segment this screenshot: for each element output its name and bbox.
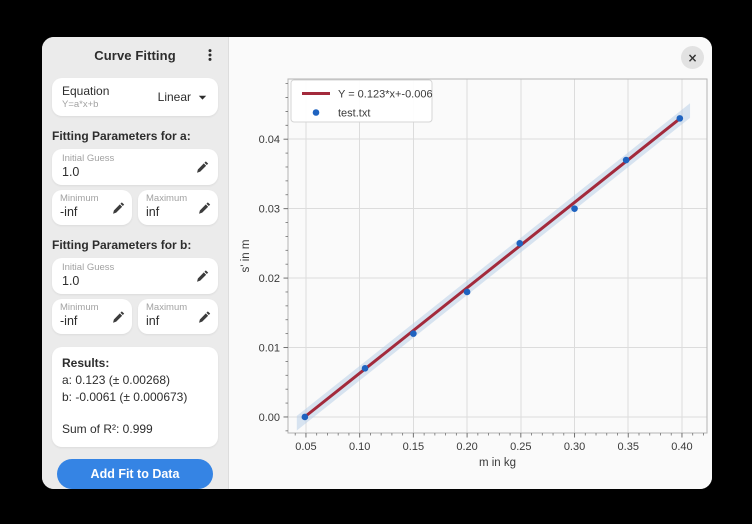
y-axis-label: s' in m — [240, 240, 252, 273]
vertical-ellipsis-icon — [203, 48, 217, 62]
data-point — [571, 205, 578, 212]
legend-marker-swatch — [312, 109, 320, 116]
plot-panel: × 0.05 0.10 0.15 0.20 0.25 0.30 0.35 0.40 0.00 0.… — [229, 37, 712, 489]
x-tick-label: 0.20 — [456, 441, 477, 453]
result-a: a: 0.123 (± 0.00268) — [62, 373, 170, 388]
pencil-icon — [196, 270, 209, 283]
legend-data-label: test.txt — [338, 108, 370, 120]
maximum-value: inf — [146, 313, 160, 328]
equation-selected-value: Linear — [157, 90, 191, 104]
equation-formula: Y=a*x+b — [62, 98, 99, 110]
y-tick-label: 0.04 — [259, 134, 280, 146]
minimum-value: -inf — [60, 313, 78, 328]
param-a-maximum-field[interactable]: Maximum inf — [138, 190, 218, 225]
maximum-label: Maximum — [146, 302, 188, 313]
minimum-label: Minimum — [60, 193, 99, 204]
edit-button[interactable] — [196, 270, 209, 283]
x-tick-label: 0.25 — [510, 441, 531, 453]
pencil-icon — [198, 310, 211, 323]
chevron-down-icon — [197, 92, 208, 103]
x-tick-label: 0.35 — [618, 441, 639, 453]
initial-guess-value: 1.0 — [62, 164, 80, 179]
maximum-value: inf — [146, 204, 160, 219]
data-point — [410, 330, 417, 337]
results-card: Results: a: 0.123 (± 0.00268) b: -0.0061… — [52, 347, 218, 448]
legend-fit-label: Y = 0.123*x+-0.006 — [338, 89, 433, 101]
param-a-minimum-field[interactable]: Minimum -inf — [52, 190, 132, 225]
edit-button[interactable] — [112, 201, 125, 214]
equation-labels: Equation Y=a*x+b — [62, 84, 109, 110]
sidebar-header: Curve Fitting — [42, 40, 228, 70]
param-b-maximum-field[interactable]: Maximum inf — [138, 299, 218, 334]
add-fit-to-data-button[interactable]: Add Fit to Data — [57, 459, 213, 489]
plot-spines — [287, 78, 708, 434]
equation-dropdown[interactable]: Equation Y=a*x+b Linear — [52, 78, 218, 116]
param-b-min-max-row: Minimum -inf Maximum inf — [52, 299, 218, 334]
maximum-label: Maximum — [146, 193, 188, 204]
y-tick-label: 0.02 — [259, 273, 280, 285]
param-a-initial-guess-field[interactable]: Initial Guess 1.0 — [52, 149, 218, 185]
results-heading: Results: — [62, 356, 110, 370]
initial-guess-label: Initial Guess — [62, 262, 115, 273]
edit-button[interactable] — [196, 161, 209, 174]
close-button[interactable]: × — [681, 46, 704, 69]
result-r2: Sum of R²: 0.999 — [62, 422, 153, 437]
edit-button[interactable] — [198, 201, 211, 214]
edit-button[interactable] — [198, 310, 211, 323]
result-b: b: -0.0061 (± 0.000673) — [62, 390, 188, 405]
x-tick-label: 0.15 — [403, 441, 424, 453]
param-b-heading: Fitting Parameters for b: — [52, 238, 192, 252]
x-tick-label: 0.10 — [349, 441, 370, 453]
data-point — [676, 115, 684, 122]
minimum-label: Minimum — [60, 302, 99, 313]
pencil-icon — [112, 310, 125, 323]
data-point — [301, 413, 309, 421]
minimum-value: -inf — [60, 204, 78, 219]
x-tick-label: 0.05 — [295, 441, 316, 453]
edit-button[interactable] — [112, 310, 125, 323]
data-point — [463, 288, 471, 296]
y-tick-label: 0.03 — [259, 203, 280, 215]
menu-button[interactable] — [199, 44, 221, 66]
data-point — [516, 240, 524, 247]
y-tick-label: 0.00 — [259, 412, 280, 424]
page-title: Curve Fitting — [94, 47, 176, 63]
pencil-icon — [112, 201, 125, 214]
initial-guess-label: Initial Guess — [62, 153, 115, 164]
data-point — [622, 156, 630, 164]
legend-box — [290, 79, 433, 123]
sidebar: Curve Fitting Equation Y=a*x+b Linear Fi… — [42, 37, 229, 489]
pencil-icon — [196, 161, 209, 174]
param-b-minimum-field[interactable]: Minimum -inf — [52, 299, 132, 334]
y-tick-label: 0.01 — [259, 342, 280, 354]
curve-fitting-window: Curve Fitting Equation Y=a*x+b Linear Fi… — [42, 37, 712, 489]
initial-guess-value: 1.0 — [62, 273, 80, 288]
fit-plot-canvas: 0.05 0.10 0.15 0.20 0.25 0.30 0.35 0.40 0.00 0.01… — [240, 78, 708, 469]
x-axis-label: m in kg — [479, 457, 516, 469]
pencil-icon — [198, 201, 211, 214]
x-tick-label: 0.30 — [564, 441, 585, 453]
param-b-initial-guess-field[interactable]: Initial Guess 1.0 — [52, 258, 218, 294]
x-tick-label: 0.40 — [671, 441, 692, 453]
param-a-heading: Fitting Parameters for a: — [52, 129, 191, 143]
data-point — [361, 365, 369, 372]
param-a-min-max-row: Minimum -inf Maximum inf — [52, 190, 218, 225]
fit-line — [302, 117, 682, 420]
equation-selected-wrap: Linear — [158, 90, 208, 104]
close-icon: × — [687, 50, 698, 65]
equation-label: Equation — [62, 84, 110, 99]
